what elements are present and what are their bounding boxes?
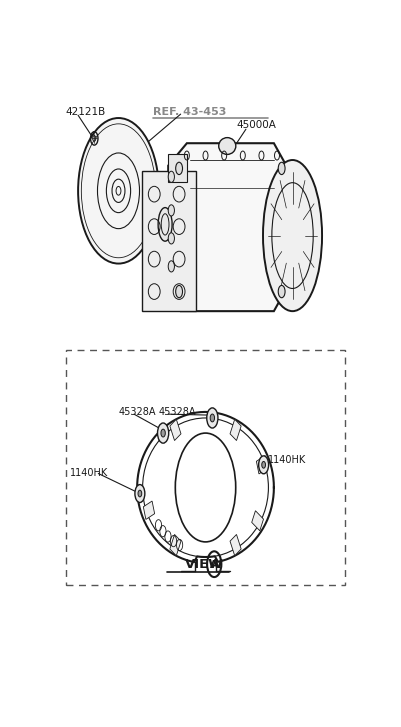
Text: 42121B: 42121B (66, 108, 106, 118)
Circle shape (93, 136, 96, 141)
Circle shape (168, 233, 174, 244)
Bar (66, 350, 345, 585)
Ellipse shape (219, 137, 236, 154)
Bar (142, 172, 196, 311)
Circle shape (168, 205, 174, 216)
Bar (168, 154, 187, 182)
Circle shape (278, 286, 285, 298)
Text: 45000A: 45000A (237, 120, 276, 130)
Text: A: A (210, 560, 218, 570)
Text: 1140HK: 1140HK (268, 454, 306, 465)
Circle shape (138, 490, 142, 497)
Bar (170, 419, 181, 441)
Bar (143, 501, 155, 519)
Circle shape (259, 456, 269, 474)
Text: 45328A: 45328A (119, 407, 156, 417)
Circle shape (207, 408, 218, 428)
Bar (230, 419, 241, 441)
Circle shape (262, 462, 265, 468)
Circle shape (161, 429, 165, 437)
Bar (230, 534, 241, 555)
Circle shape (135, 485, 145, 502)
Circle shape (168, 172, 174, 182)
Circle shape (210, 414, 215, 422)
Circle shape (168, 261, 174, 272)
Text: VIEW: VIEW (185, 558, 224, 571)
Circle shape (278, 162, 285, 174)
Circle shape (176, 286, 182, 298)
Circle shape (78, 118, 159, 264)
Circle shape (158, 423, 169, 443)
Ellipse shape (263, 160, 322, 311)
Text: 1140HK: 1140HK (70, 468, 109, 478)
Text: REF. 43-453: REF. 43-453 (153, 108, 226, 118)
Polygon shape (168, 143, 286, 311)
Bar (252, 511, 263, 531)
Circle shape (176, 162, 182, 174)
Text: 45328A: 45328A (159, 407, 196, 417)
Bar (256, 456, 268, 474)
Ellipse shape (158, 208, 172, 241)
Text: A: A (164, 188, 172, 198)
Bar (170, 534, 181, 555)
